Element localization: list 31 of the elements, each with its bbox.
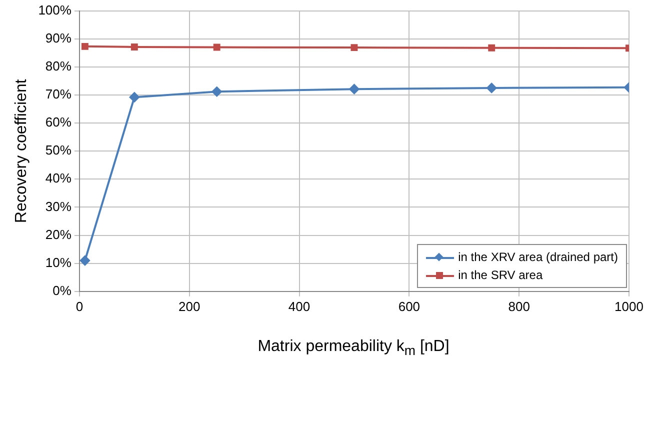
x-axis-title: Matrix permeability k$_{m}$ [nD] [256, 338, 450, 358]
point [212, 86, 222, 97]
point [81, 42, 88, 50]
x-tick-label: 0 [76, 298, 84, 314]
y-tick-label: 90% [45, 30, 72, 46]
point [486, 82, 497, 93]
x-tick-label: 1000 [614, 298, 644, 314]
point [80, 256, 90, 266]
legend-label: in the SRV area [458, 268, 543, 282]
y-tick-label: 40% [45, 170, 72, 186]
point [349, 84, 360, 94]
y-axis-title: Recovery coefficient [13, 78, 30, 223]
x-tick-label: 600 [398, 298, 420, 314]
x-tick-label: 200 [178, 298, 200, 314]
point [213, 44, 220, 51]
y-tick-label: 20% [45, 226, 72, 242]
y-tick-label: 70% [45, 86, 72, 102]
legend-label: in the XRV area (drained part) [458, 250, 618, 264]
x-tick-label: 800 [508, 298, 530, 314]
y-tick-label: 100% [38, 2, 72, 18]
point [488, 44, 496, 52]
y-tick-label: 30% [45, 198, 72, 214]
y-tick-label: 10% [45, 254, 72, 270]
y-tick-label: 80% [45, 58, 72, 74]
y-tick-label: 0% [52, 282, 72, 298]
point [130, 44, 138, 50]
y-tick-label: 60% [45, 114, 72, 130]
point [350, 44, 358, 52]
y-tick-label: 50% [45, 142, 72, 158]
x-tick-label: 400 [288, 298, 310, 314]
point [129, 92, 140, 102]
